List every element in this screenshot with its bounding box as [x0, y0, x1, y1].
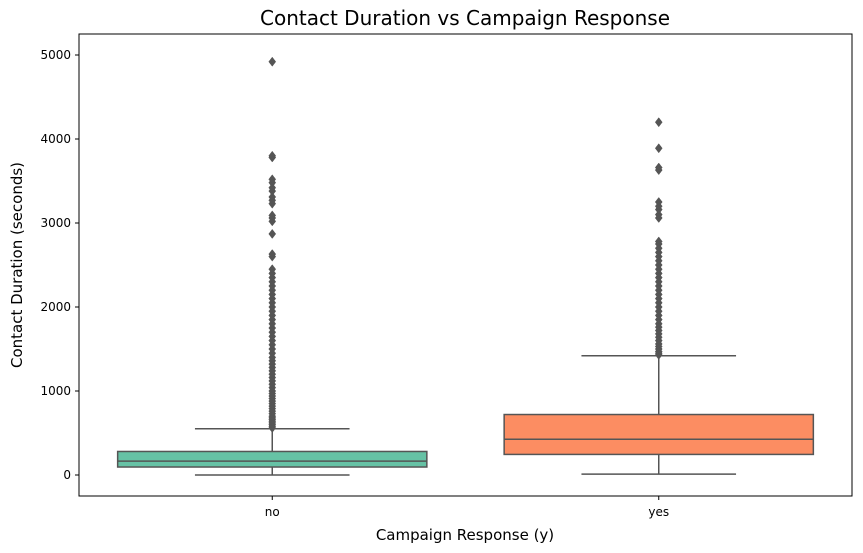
- outlier-point: [654, 197, 663, 207]
- y-tick-label: 3000: [40, 216, 71, 230]
- plot-area: [78, 33, 853, 497]
- outlier-point: [654, 209, 663, 220]
- y-tick-label: 1000: [40, 384, 71, 398]
- outlier-point: [654, 162, 663, 173]
- outlier-point: [654, 117, 663, 128]
- outlier-point: [268, 210, 277, 221]
- y-tick-label: 5000: [40, 48, 71, 62]
- outlier-point: [268, 249, 277, 260]
- outlier-point: [268, 56, 277, 67]
- outlier-point: [268, 174, 277, 185]
- box-iqr: [116, 450, 428, 468]
- x-tick-label: yes: [648, 505, 669, 519]
- x-tick-label: no: [265, 505, 280, 519]
- box-group-yes: [503, 117, 815, 475]
- outlier-point: [268, 150, 277, 161]
- outlier-point: [654, 236, 663, 247]
- y-axis-label: Contact Duration (seconds): [8, 162, 26, 368]
- chart-title: Contact Duration vs Campaign Response: [260, 6, 670, 30]
- outlier-point: [268, 182, 277, 193]
- outlier-point: [654, 143, 663, 154]
- x-axis: no yes: [265, 496, 669, 519]
- box-group-no: [116, 56, 428, 476]
- boxes: [116, 56, 815, 476]
- outlier-point: [268, 228, 277, 239]
- outlier-point: [268, 191, 277, 202]
- y-tick-label: 4000: [40, 132, 71, 146]
- y-axis: 0 1000 2000 3000 4000 5000: [40, 48, 79, 482]
- y-tick-label: 2000: [40, 300, 71, 314]
- outlier-point: [268, 264, 277, 275]
- y-tick-label: 0: [63, 468, 71, 482]
- box-iqr: [503, 413, 815, 456]
- x-axis-label: Campaign Response (y): [376, 526, 554, 544]
